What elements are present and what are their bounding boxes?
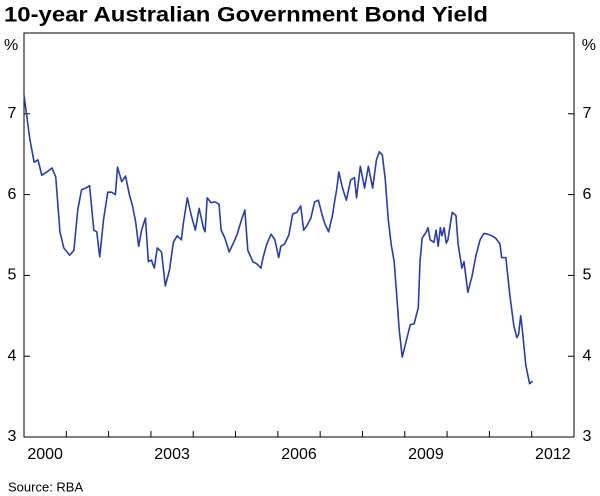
y-axis-label: % <box>4 37 18 54</box>
y-tick-label: 6 <box>8 186 17 203</box>
data-line <box>23 95 534 385</box>
y-tick-label: 4 <box>8 347 17 364</box>
source-note: Source: RBA <box>8 479 83 494</box>
x-tick-label: 2003 <box>154 446 190 463</box>
plot-frame <box>23 32 575 438</box>
y2-tick-label: 4 <box>583 347 592 364</box>
x-tick-label: 2006 <box>281 446 317 463</box>
y-tick-label: 5 <box>8 267 17 284</box>
y2-tick-label: 5 <box>583 267 592 284</box>
y2-tick-label: 7 <box>583 105 592 122</box>
y-tick-label: 7 <box>8 105 17 122</box>
y2-tick-label: 6 <box>583 186 592 203</box>
y-tick-label: 3 <box>8 428 17 445</box>
y2-axis-label: % <box>582 37 596 54</box>
x-tick-label: 2000 <box>27 446 63 463</box>
x-tick-label: 2012 <box>535 446 571 463</box>
y2-tick-label: 3 <box>583 428 592 445</box>
chart-title: 10-year Australian Government Bond Yield <box>4 4 488 27</box>
x-tick-label: 2009 <box>408 446 444 463</box>
